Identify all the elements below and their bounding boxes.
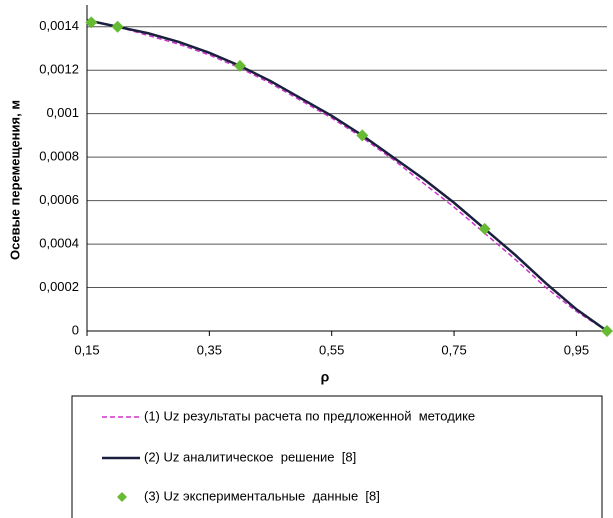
y-tick-label: 0,0008 <box>39 149 79 164</box>
y-tick-label: 0,0012 <box>39 62 79 77</box>
x-axis-label: ρ <box>321 369 330 385</box>
data-point <box>478 222 491 235</box>
y-tick-label: 0 <box>72 322 79 337</box>
data-point <box>111 20 124 33</box>
y-tick-label: 0,0014 <box>39 18 79 33</box>
legend-label: (3) Uz экспериментальные данные [8] <box>144 488 380 503</box>
y-tick-label: 0,001 <box>46 105 79 120</box>
y-tick-label: 0,0006 <box>39 192 79 207</box>
legend-label: (2) Uz аналитическое решение [8] <box>144 449 356 464</box>
legend-label: (1) Uz результаты расчета по предложенно… <box>144 408 475 423</box>
y-axis-label: Осевые перемещения, м <box>7 100 22 260</box>
y-tick-label: 0,0004 <box>39 236 79 251</box>
x-tick-label: 0,55 <box>319 342 344 357</box>
x-tick-label: 0,75 <box>441 342 466 357</box>
y-tick-label: 0,0002 <box>39 279 79 294</box>
x-tick-label: 0,95 <box>564 342 589 357</box>
series-line <box>86 19 608 332</box>
data-point <box>85 16 98 29</box>
data-point <box>233 59 246 72</box>
data-point <box>356 129 369 142</box>
data-point <box>601 325 613 337</box>
legend-box <box>71 395 603 518</box>
legend-marker <box>117 492 127 502</box>
x-tick-label: 0,15 <box>74 342 99 357</box>
x-tick-label: 0,35 <box>197 342 222 357</box>
series-line <box>86 18 608 333</box>
